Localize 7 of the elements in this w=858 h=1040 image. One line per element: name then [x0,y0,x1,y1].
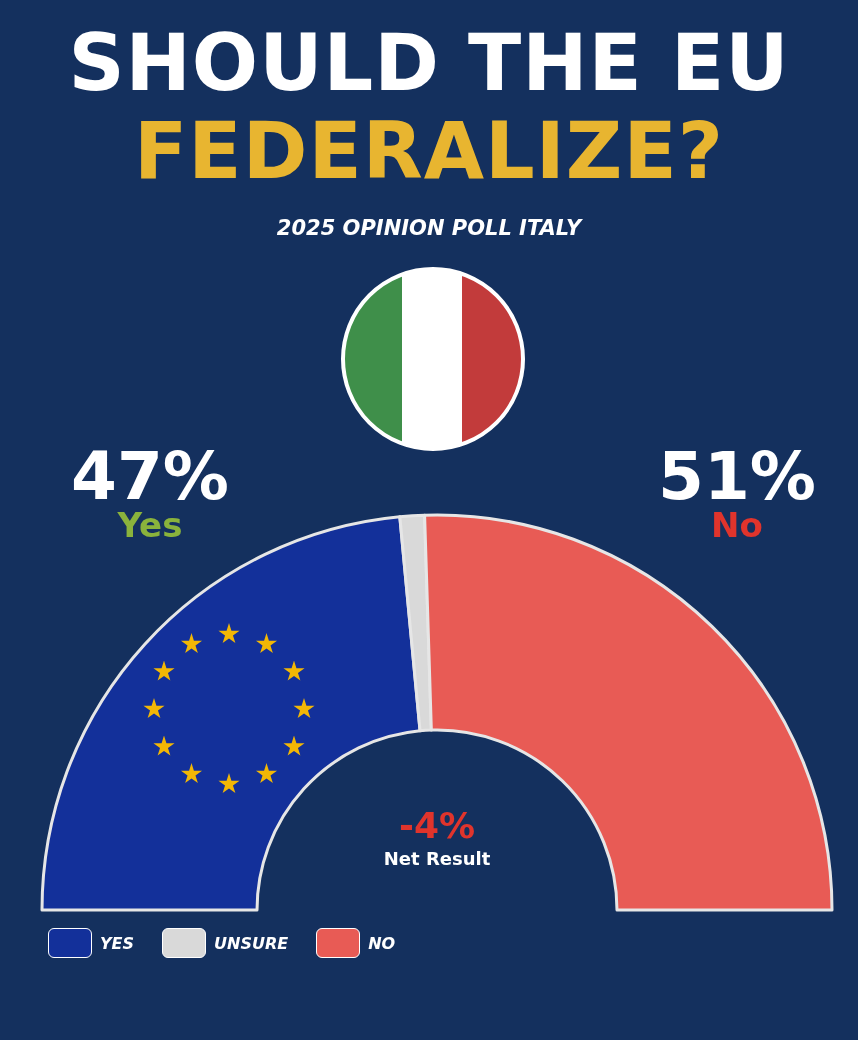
text: -4% [397,805,477,846]
legend-label: UNSURE [214,933,289,953]
legend-label: NO [368,933,396,953]
text: Net Result [382,848,492,869]
legend-label: YES [100,933,135,953]
chart-subtitle: 2025 OPINION POLL ITALY [275,216,584,240]
chart-title: SHOULD THE EU FEDERALIZE? [67,18,791,196]
